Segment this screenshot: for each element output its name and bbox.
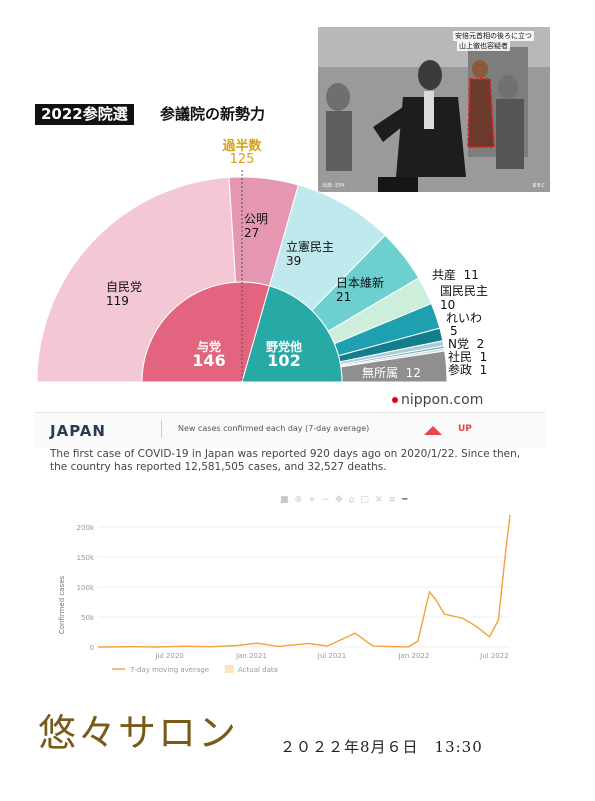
seat-outer-ring [36, 176, 448, 383]
y-tick-label: 150k [77, 554, 95, 562]
trend-label: UP [458, 424, 472, 434]
x-tick-label: Jul 2020 [154, 652, 184, 660]
party-label-cdp: 立憲民主 39 [286, 240, 335, 268]
country-name: JAPAN [50, 422, 106, 440]
y-tick-label: 200k [77, 524, 95, 532]
party-label-jcp: 共産 11 [432, 268, 479, 282]
series-line [97, 514, 511, 648]
covid-line-chart: 0 50k 100k 150k 200k Jul 2020 Jan 2021 Jul 202… [58, 514, 511, 674]
group-segment-1 [241, 285, 343, 383]
group-label-ruling: 与党 146 [192, 340, 226, 370]
photo-scene [318, 27, 550, 192]
photo-credit: 出典: EPA [322, 183, 345, 189]
salon-title: 悠々サロン [38, 711, 239, 755]
line-icon[interactable]: ━ [402, 495, 414, 505]
broadcaster-logo: BBC [532, 183, 546, 189]
party-label-nhk: N党 2 [448, 337, 485, 351]
legend-area-swatch [225, 665, 234, 673]
photo-caption: 安倍元首相の後ろに立つ [453, 31, 534, 41]
x-tick-label: Jan 2022 [397, 652, 429, 660]
camera-icon[interactable]: ■ [280, 495, 295, 505]
chart-toolbar[interactable]: ■⊕+−✥⌂▢✕≡━ [280, 495, 413, 505]
reset-icon[interactable]: ⌂ [348, 495, 361, 505]
legend-item-average: 7-day moving average [130, 666, 209, 674]
y-axis-label: Confirmed cases [58, 575, 66, 634]
party-label-dpp: 国民民主 10 [440, 284, 489, 312]
party-label-ishin: 日本維新 21 [336, 276, 385, 304]
zoom-icon[interactable]: ⊕ [294, 495, 309, 505]
seat-chart [36, 170, 448, 383]
metric-description: New cases confirmed each day (7-day aver… [178, 424, 370, 433]
party-label-komeito: 公明 27 [244, 212, 269, 240]
source-logo: nippon.com [392, 392, 483, 408]
seat-inner-ring [141, 281, 343, 383]
pan-icon[interactable]: ✥ [335, 495, 349, 505]
party-label-reiwa-seats: 5 [450, 324, 458, 338]
y-tick-label: 100k [77, 584, 95, 592]
photo-caption-name: 山上徹也容疑者 [457, 41, 510, 51]
covid-summary: The first case of COVID-19 in Japan was … [50, 448, 521, 473]
trend-up-icon [424, 426, 442, 435]
party-label-ldp: 自民党 119 [106, 280, 143, 308]
y-tick-label: 50k [81, 614, 95, 622]
news-photo: 安倍元首相の後ろに立つ 山上徹也容疑者 出典: EPA BBC [318, 27, 550, 192]
plus-icon[interactable]: + [308, 495, 322, 505]
event-date: ２０２２年8月６日 13:30 [280, 738, 483, 756]
y-tick-label: 0 [90, 644, 94, 652]
election-badge: 2022参院選 [35, 104, 134, 125]
x-tick-label: Jan 2021 [235, 652, 267, 660]
x-icon[interactable]: ✕ [374, 495, 389, 505]
party-label-sanseito: 参政 1 [448, 363, 488, 377]
header-divider [161, 420, 162, 438]
group-label-opposition: 野党他 102 [265, 340, 302, 370]
x-tick-label: Jul 2022 [479, 652, 509, 660]
logo-dot-icon [392, 397, 398, 403]
party-label-reiwa: れいわ [446, 311, 483, 325]
party-label-sdp: 社民 1 [448, 350, 488, 364]
legend-item-actual: Actual data [238, 666, 278, 674]
x-tick-label: Jul 2021 [317, 652, 347, 660]
majority-label: 過半数 [222, 139, 262, 154]
majority-value: 125 [229, 152, 255, 167]
menu-icon[interactable]: ≡ [388, 495, 403, 505]
covid-header-bar [35, 412, 545, 448]
infographic-title: 参議院の新勢力 [160, 105, 266, 123]
party-label-independent: 無所属 12 [362, 366, 421, 380]
box-icon[interactable]: ▢ [360, 495, 375, 505]
minus-icon[interactable]: − [321, 495, 336, 505]
